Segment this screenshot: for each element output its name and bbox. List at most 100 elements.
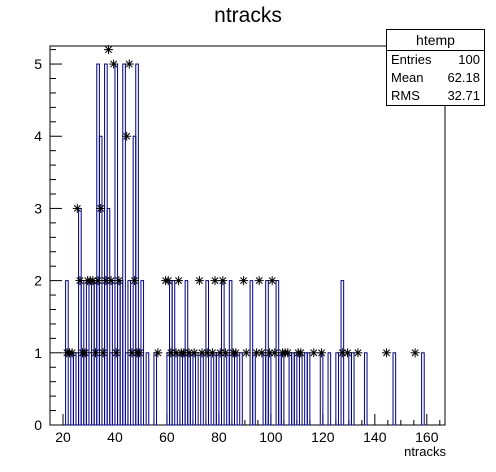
stats-entries-label: Entries xyxy=(391,52,432,67)
data-point-marker xyxy=(179,348,189,358)
data-point-marker xyxy=(317,348,327,358)
stats-rms-value: 32.71 xyxy=(447,88,480,103)
stats-rms-label: RMS xyxy=(391,88,420,103)
histogram-bin xyxy=(189,352,194,426)
data-point-marker xyxy=(98,348,108,358)
stats-mean-value: 62.18 xyxy=(447,70,480,85)
data-point-marker xyxy=(265,348,275,358)
data-point-marker xyxy=(241,348,251,358)
histogram-bin xyxy=(195,352,199,426)
histogram-bin xyxy=(200,352,204,426)
histogram-bin xyxy=(234,352,238,426)
data-point-marker xyxy=(410,348,420,358)
data-point-marker xyxy=(163,276,173,286)
histogram-bin xyxy=(145,352,150,426)
data-point-marker xyxy=(72,203,82,213)
stats-row-rms: RMS 32.71 xyxy=(387,87,484,105)
data-point-marker xyxy=(239,276,249,286)
x-tick-label: 120 xyxy=(311,429,335,445)
histogram-bin xyxy=(421,352,425,426)
data-point-marker xyxy=(283,348,293,358)
data-point-marker xyxy=(96,203,106,213)
x-tick-label: 60 xyxy=(159,429,175,445)
x-tick-label: 140 xyxy=(363,429,387,445)
data-point-marker xyxy=(114,276,124,286)
data-point-marker xyxy=(106,276,116,286)
histogram-bin xyxy=(135,63,139,426)
data-point-marker xyxy=(270,348,280,358)
data-point-marker xyxy=(194,276,204,286)
chart-title: ntracks xyxy=(214,4,282,27)
data-point-marker xyxy=(337,348,347,358)
histogram-bin xyxy=(298,352,303,426)
histogram-bin xyxy=(122,63,126,426)
y-tick-label: 5 xyxy=(34,56,42,72)
stats-box: htemp Entries 100 Mean 62.18 RMS 32.71 xyxy=(386,29,485,106)
data-point-marker xyxy=(184,348,194,358)
data-point-marker xyxy=(101,276,111,286)
data-point-marker xyxy=(189,348,199,358)
histogram-bin xyxy=(280,352,285,426)
histogram-bin xyxy=(215,352,220,426)
histogram-bin xyxy=(208,352,212,426)
histogram-bin xyxy=(176,352,181,426)
histogram-bin xyxy=(392,352,397,426)
histogram-bin xyxy=(153,352,158,426)
data-point-marker xyxy=(210,276,220,286)
data-point-marker xyxy=(309,348,319,358)
histogram-bin xyxy=(267,352,272,426)
data-point-marker xyxy=(67,348,77,358)
data-point-marker xyxy=(90,348,100,358)
y-tick-label: 1 xyxy=(34,345,42,361)
data-point-marker xyxy=(343,348,353,358)
histogram-bin xyxy=(363,352,368,426)
data-point-marker xyxy=(207,348,217,358)
data-point-marker xyxy=(109,59,119,69)
x-tick-label: 80 xyxy=(211,429,227,445)
data-point-marker xyxy=(171,348,181,358)
histogram-bin xyxy=(319,352,324,426)
data-point-marker xyxy=(296,348,306,358)
histogram-bin xyxy=(350,352,355,426)
data-point-marker xyxy=(75,276,85,286)
data-point-marker xyxy=(254,276,264,286)
data-point-marker xyxy=(218,276,228,286)
x-tick-label: 100 xyxy=(259,429,283,445)
stats-row-mean: Mean 62.18 xyxy=(387,69,484,87)
histogram-bin xyxy=(335,352,339,426)
data-point-marker xyxy=(111,348,121,358)
histogram-bin xyxy=(239,352,243,426)
data-point-marker xyxy=(103,45,113,55)
data-point-marker xyxy=(80,348,90,358)
histogram-bin xyxy=(106,207,111,426)
histogram-bin xyxy=(306,352,311,426)
data-point-marker xyxy=(93,276,103,286)
data-point-marker xyxy=(231,348,241,358)
data-point-marker xyxy=(122,131,132,141)
stats-box-title: htemp xyxy=(387,30,484,51)
y-tick-label: 4 xyxy=(34,128,42,144)
stats-mean-label: Mean xyxy=(391,70,424,85)
histogram-bin xyxy=(252,352,256,426)
histogram-bin xyxy=(327,352,332,426)
data-point-marker xyxy=(382,348,392,358)
data-point-marker xyxy=(257,348,267,358)
x-axis-label: ntracks xyxy=(404,444,446,459)
y-tick-label: 2 xyxy=(34,273,42,289)
data-point-marker xyxy=(153,348,163,358)
y-tick-label: 3 xyxy=(34,200,42,216)
x-tick-label: 20 xyxy=(55,429,71,445)
data-point-marker xyxy=(124,59,134,69)
data-point-marker xyxy=(267,276,277,286)
data-point-marker xyxy=(174,276,184,286)
plot-frame xyxy=(49,45,446,426)
x-tick-label: 40 xyxy=(107,429,123,445)
x-tick-label: 160 xyxy=(415,429,439,445)
data-point-marker xyxy=(129,276,139,286)
stats-entries-value: 100 xyxy=(458,52,480,67)
stats-row-entries: Entries 100 xyxy=(387,51,484,69)
histogram-bin xyxy=(293,352,298,426)
y-tick-label: 0 xyxy=(34,417,42,433)
